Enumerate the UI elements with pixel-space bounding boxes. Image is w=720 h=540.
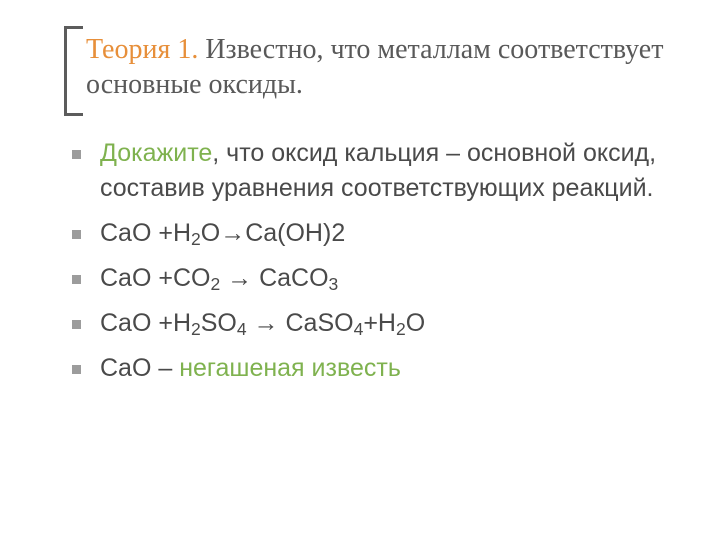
bracket-icon bbox=[64, 26, 83, 116]
slide-title: Теория 1. Известно, что металлам соответ… bbox=[86, 32, 670, 102]
formula: CaO +H2SO4 → CaSO4+H2O bbox=[100, 309, 425, 337]
list-item: CaO +CO2 → CaCO3 bbox=[64, 261, 670, 296]
list-item: CaO +H2O→Ca(OH)2 bbox=[64, 216, 670, 251]
list-item: CaO – негашеная известь bbox=[64, 351, 670, 386]
list-item: Докажите, что оксид кальция – основной о… bbox=[64, 136, 670, 206]
slide-body: Докажите, что оксид кальция – основной о… bbox=[64, 136, 670, 386]
title-accent: Теория 1. bbox=[86, 34, 198, 65]
plain-prefix: CaO – bbox=[100, 354, 179, 382]
title-block: Теория 1. Известно, что металлам соответ… bbox=[64, 26, 670, 116]
lime-accent: негашеная известь bbox=[179, 354, 401, 382]
bullet-list: Докажите, что оксид кальция – основной о… bbox=[64, 136, 670, 386]
prove-accent: Докажите bbox=[100, 139, 212, 167]
formula: CaO +H2O→Ca(OH)2 bbox=[100, 219, 345, 247]
slide: Теория 1. Известно, что металлам соответ… bbox=[0, 0, 720, 540]
formula: CaO +CO2 → CaCO3 bbox=[100, 264, 338, 292]
list-item: CaO +H2SO4 → CaSO4+H2O bbox=[64, 306, 670, 341]
